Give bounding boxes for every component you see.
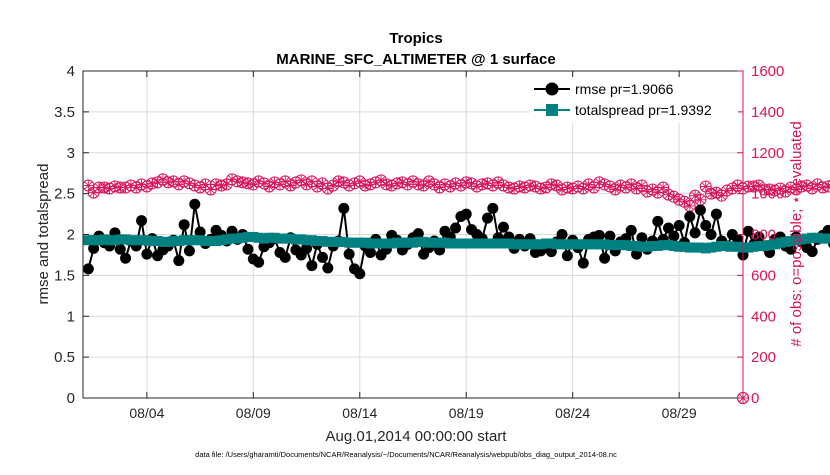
y-tick-label: 3 bbox=[67, 145, 75, 162]
rmse-point bbox=[695, 204, 706, 215]
rmse-point bbox=[344, 249, 355, 260]
y2-tick-label: 1600 bbox=[751, 63, 784, 80]
y-tick-label: 2 bbox=[67, 227, 75, 244]
rmse-point bbox=[253, 257, 264, 268]
rmse-point bbox=[594, 230, 605, 241]
rmse-point bbox=[684, 211, 695, 222]
rmse-point bbox=[322, 263, 333, 274]
y-tick-label: 0 bbox=[67, 390, 75, 407]
rmse-point bbox=[706, 229, 717, 240]
rmse-point bbox=[184, 245, 195, 256]
x-axis-label: Aug.01,2014 00:00:00 start bbox=[326, 428, 508, 445]
legend-entry-label: totalspread pr=1.9392 bbox=[575, 102, 712, 118]
rmse-point bbox=[562, 250, 573, 261]
rmse-point bbox=[807, 246, 818, 257]
rmse-point bbox=[626, 225, 637, 236]
rmse-point bbox=[120, 253, 131, 264]
x-tick-label: 08/14 bbox=[342, 405, 377, 421]
legend-marker bbox=[546, 83, 559, 96]
x-tick-label: 08/29 bbox=[662, 405, 697, 421]
y2-tick-label: 400 bbox=[751, 308, 776, 325]
rmse-point bbox=[652, 216, 663, 227]
rmse-point bbox=[280, 252, 291, 263]
y2-tick-label: 800 bbox=[751, 227, 776, 244]
rmse-point bbox=[674, 220, 685, 231]
y-tick-label: 1.5 bbox=[54, 267, 75, 284]
rmse-point bbox=[461, 209, 472, 220]
rmse-point bbox=[189, 199, 200, 210]
rmse-point bbox=[599, 253, 610, 264]
rmse-point bbox=[141, 249, 152, 260]
rmse-point bbox=[668, 231, 679, 242]
legend-entry-label: rmse pr=1.9066 bbox=[575, 81, 674, 97]
x-tick-label: 08/09 bbox=[236, 405, 271, 421]
y2-tick-label: 1400 bbox=[751, 104, 784, 121]
rmse-point bbox=[317, 252, 328, 263]
y2-tick-label: 0 bbox=[751, 390, 759, 407]
y2-tick-label: 200 bbox=[751, 349, 776, 366]
x-tick-label: 08/19 bbox=[449, 405, 484, 421]
rmse-point bbox=[173, 255, 184, 266]
data-file-footer: data file: /Users/gharamti/Documents/NCA… bbox=[195, 450, 617, 459]
y-tick-label: 2.5 bbox=[54, 186, 75, 203]
x-tick-label: 08/24 bbox=[555, 405, 590, 421]
y-tick-label: 3.5 bbox=[54, 104, 75, 121]
y-tick-label: 4 bbox=[67, 63, 75, 80]
chart-subtitle: MARINE_SFC_ALTIMETER @ 1 surface bbox=[276, 51, 555, 68]
rmse-point bbox=[179, 219, 190, 230]
y2-axis-zero-star bbox=[738, 393, 749, 404]
obs-count-point bbox=[695, 194, 706, 205]
y-tick-label: 1 bbox=[67, 308, 75, 325]
rmse-point bbox=[482, 213, 493, 224]
legend-marker bbox=[546, 104, 558, 116]
obs-count-point bbox=[658, 182, 669, 193]
rmse-point bbox=[690, 227, 701, 238]
rmse-point bbox=[498, 222, 509, 233]
rmse-point bbox=[83, 263, 94, 274]
y2-axis-label: # of obs: o=possible; ⋆=evaluated bbox=[788, 121, 805, 346]
x-tick-label: 08/04 bbox=[129, 405, 164, 421]
y2-tick-label: 1000 bbox=[751, 186, 784, 203]
rmse-point bbox=[450, 222, 461, 233]
obs-count-point bbox=[83, 180, 94, 191]
rmse-point bbox=[354, 268, 365, 279]
rmse-point bbox=[338, 203, 349, 214]
chart-title: Tropics bbox=[389, 30, 442, 47]
y2-tick-label: 600 bbox=[751, 267, 776, 284]
rmse-point bbox=[306, 260, 317, 271]
rmse-point bbox=[136, 215, 147, 226]
rmse-point bbox=[557, 229, 568, 240]
y-tick-label: 0.5 bbox=[54, 349, 75, 366]
rmse-point bbox=[243, 244, 254, 255]
rmse-point bbox=[711, 209, 722, 220]
obs-count-point bbox=[700, 181, 711, 192]
legend: rmse pr=1.9066 totalspread pr=1.9392 bbox=[530, 77, 738, 123]
rmse-point bbox=[365, 247, 376, 258]
y2-tick-label: 1200 bbox=[751, 145, 784, 162]
rmse-point bbox=[578, 258, 589, 269]
rmse-point bbox=[487, 203, 498, 214]
y-axis-label: rmse and totalspread bbox=[35, 164, 52, 305]
obs-count-point bbox=[684, 200, 695, 211]
